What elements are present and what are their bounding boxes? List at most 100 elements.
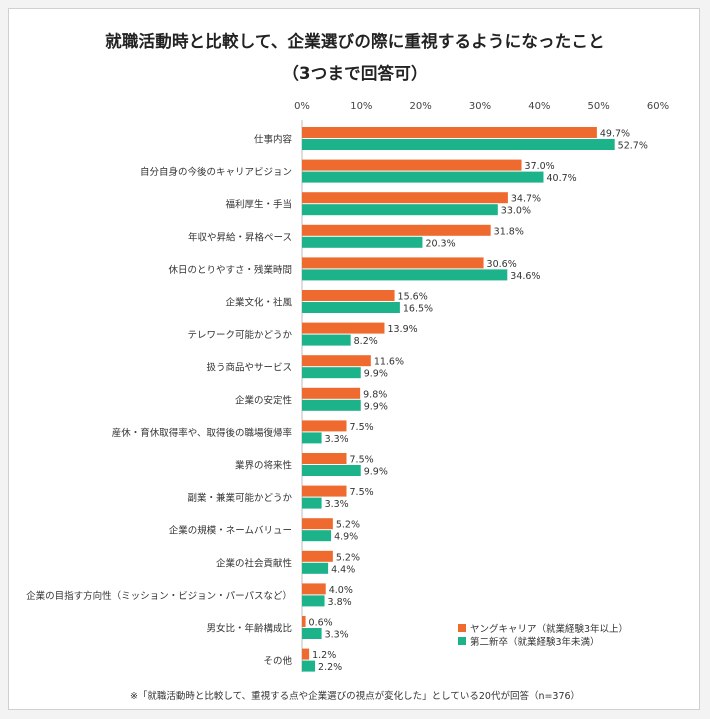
data-label: 7.5% (350, 455, 374, 466)
category-label: その他 (263, 655, 292, 667)
bar-young-career (302, 420, 347, 432)
legend-swatch (458, 624, 466, 632)
bar-young-career (302, 387, 361, 399)
x-tick-label: 0% (294, 101, 310, 112)
bar-second-new-grad (302, 465, 361, 476)
bar-young-career (302, 159, 522, 171)
chart-title: 就職活動時と比較して、企業選びの際に重視するようになったこと (105, 32, 605, 51)
bar-young-career (302, 290, 395, 301)
category-label: 企業の目指す方向性（ミッション・ビジョン・パーパスなど） (26, 590, 292, 602)
x-tick-label: 60% (647, 101, 669, 112)
bar-young-career (302, 518, 333, 530)
bar-second-new-grad (302, 367, 361, 379)
bar-young-career (302, 485, 347, 497)
data-label: 0.6% (309, 618, 333, 629)
category-label: 年収や昇給・昇格ペース (188, 231, 292, 243)
data-label: 34.7% (511, 194, 541, 205)
data-label: 37.0% (525, 161, 555, 172)
data-label: 9.9% (364, 467, 388, 478)
bar-second-new-grad (302, 302, 400, 313)
category-label: 企業の安定性 (235, 394, 293, 406)
category-label: 休日のとりやすさ・残業時間 (168, 264, 292, 276)
bar-second-new-grad (302, 236, 423, 248)
category-label: 男女比・年齢構成比 (206, 623, 292, 635)
bar-second-new-grad (302, 432, 322, 444)
bar-young-career (302, 648, 310, 660)
data-label: 7.5% (350, 487, 374, 498)
bar-second-new-grad (302, 497, 322, 509)
data-label: 3.3% (325, 499, 349, 510)
bar-young-career (302, 616, 306, 627)
x-tick-label: 30% (469, 101, 491, 112)
category-label: 福利厚生・手当 (225, 199, 292, 211)
x-tick-label: 10% (350, 101, 372, 112)
bar-young-career (302, 127, 597, 138)
data-label: 4.9% (334, 532, 358, 543)
bar-young-career (302, 453, 347, 464)
data-label: 1.2% (312, 650, 336, 661)
category-label: テレワーク可能かどうか (187, 329, 292, 341)
data-label: 7.5% (350, 422, 374, 433)
data-label: 4.4% (331, 564, 355, 575)
bar-second-new-grad (302, 595, 325, 607)
data-label: 4.0% (329, 585, 353, 596)
data-label: 49.7% (600, 129, 630, 140)
bar-second-new-grad (302, 269, 508, 281)
data-label: 3.3% (325, 434, 349, 445)
footnote: ※「就職活動時と比較して、重視する点や企業選びの視点が変化した」としている20代… (129, 691, 581, 702)
bar-young-career (302, 192, 508, 204)
data-label: 30.6% (487, 259, 517, 270)
data-label: 9.9% (364, 401, 388, 412)
bar-young-career (302, 224, 491, 236)
legend-label: ヤングキャリア（就業経験3年以上） (470, 623, 628, 635)
bar-young-career (302, 583, 326, 595)
data-label: 52.7% (618, 141, 648, 152)
data-label: 15.6% (398, 292, 428, 303)
category-label: 自分自身の今後のキャリアビジョン (140, 166, 292, 178)
data-label: 13.9% (387, 324, 417, 335)
category-label: 仕事内容 (254, 134, 293, 146)
category-label: 扱う商品やサービス (206, 362, 292, 374)
bar-second-new-grad (302, 660, 316, 672)
data-label: 5.2% (336, 520, 360, 531)
data-label: 34.6% (510, 271, 540, 282)
bar-young-career (302, 355, 371, 367)
category-label: 副業・兼業可能かどうか (187, 492, 292, 504)
data-label: 20.3% (425, 238, 455, 249)
bar-second-new-grad (302, 139, 615, 150)
data-label: 2.2% (318, 662, 342, 673)
legend-swatch (458, 637, 466, 645)
category-label: 業界の将来性 (235, 460, 293, 472)
data-label: 9.9% (364, 369, 388, 380)
bar-second-new-grad (302, 530, 332, 542)
bar-second-new-grad (302, 628, 322, 639)
data-label: 33.0% (501, 206, 531, 217)
bar-second-new-grad (302, 204, 498, 216)
data-label: 31.8% (494, 226, 524, 237)
chart-subtitle: （3つまで回答可） (282, 64, 428, 83)
data-label: 11.6% (374, 357, 404, 368)
x-tick-label: 50% (588, 101, 610, 112)
category-label: 企業文化・社風 (225, 297, 292, 309)
bar-second-new-grad (302, 562, 329, 574)
bar-second-new-grad (302, 171, 544, 183)
bar-second-new-grad (302, 334, 351, 346)
data-label: 3.8% (328, 597, 352, 608)
data-label: 9.8% (363, 389, 387, 400)
category-label: 企業の規模・ネームバリュー (169, 525, 292, 537)
data-label: 40.7% (546, 173, 576, 184)
bar-young-career (302, 322, 385, 334)
data-label: 16.5% (403, 304, 433, 315)
category-label: 企業の社会貢献性 (216, 557, 293, 569)
bar-young-career (302, 257, 484, 269)
category-label: 産休・育休取得率や、取得後の職場復帰率 (112, 427, 293, 439)
data-label: 5.2% (336, 552, 360, 563)
legend-label: 第二新卒（就業経験3年未満） (470, 636, 600, 648)
data-label: 8.2% (354, 336, 378, 347)
bar-young-career (302, 550, 333, 562)
x-tick-label: 20% (410, 101, 432, 112)
bar-second-new-grad (302, 399, 361, 411)
data-label: 3.3% (325, 630, 349, 641)
x-tick-label: 40% (528, 101, 550, 112)
